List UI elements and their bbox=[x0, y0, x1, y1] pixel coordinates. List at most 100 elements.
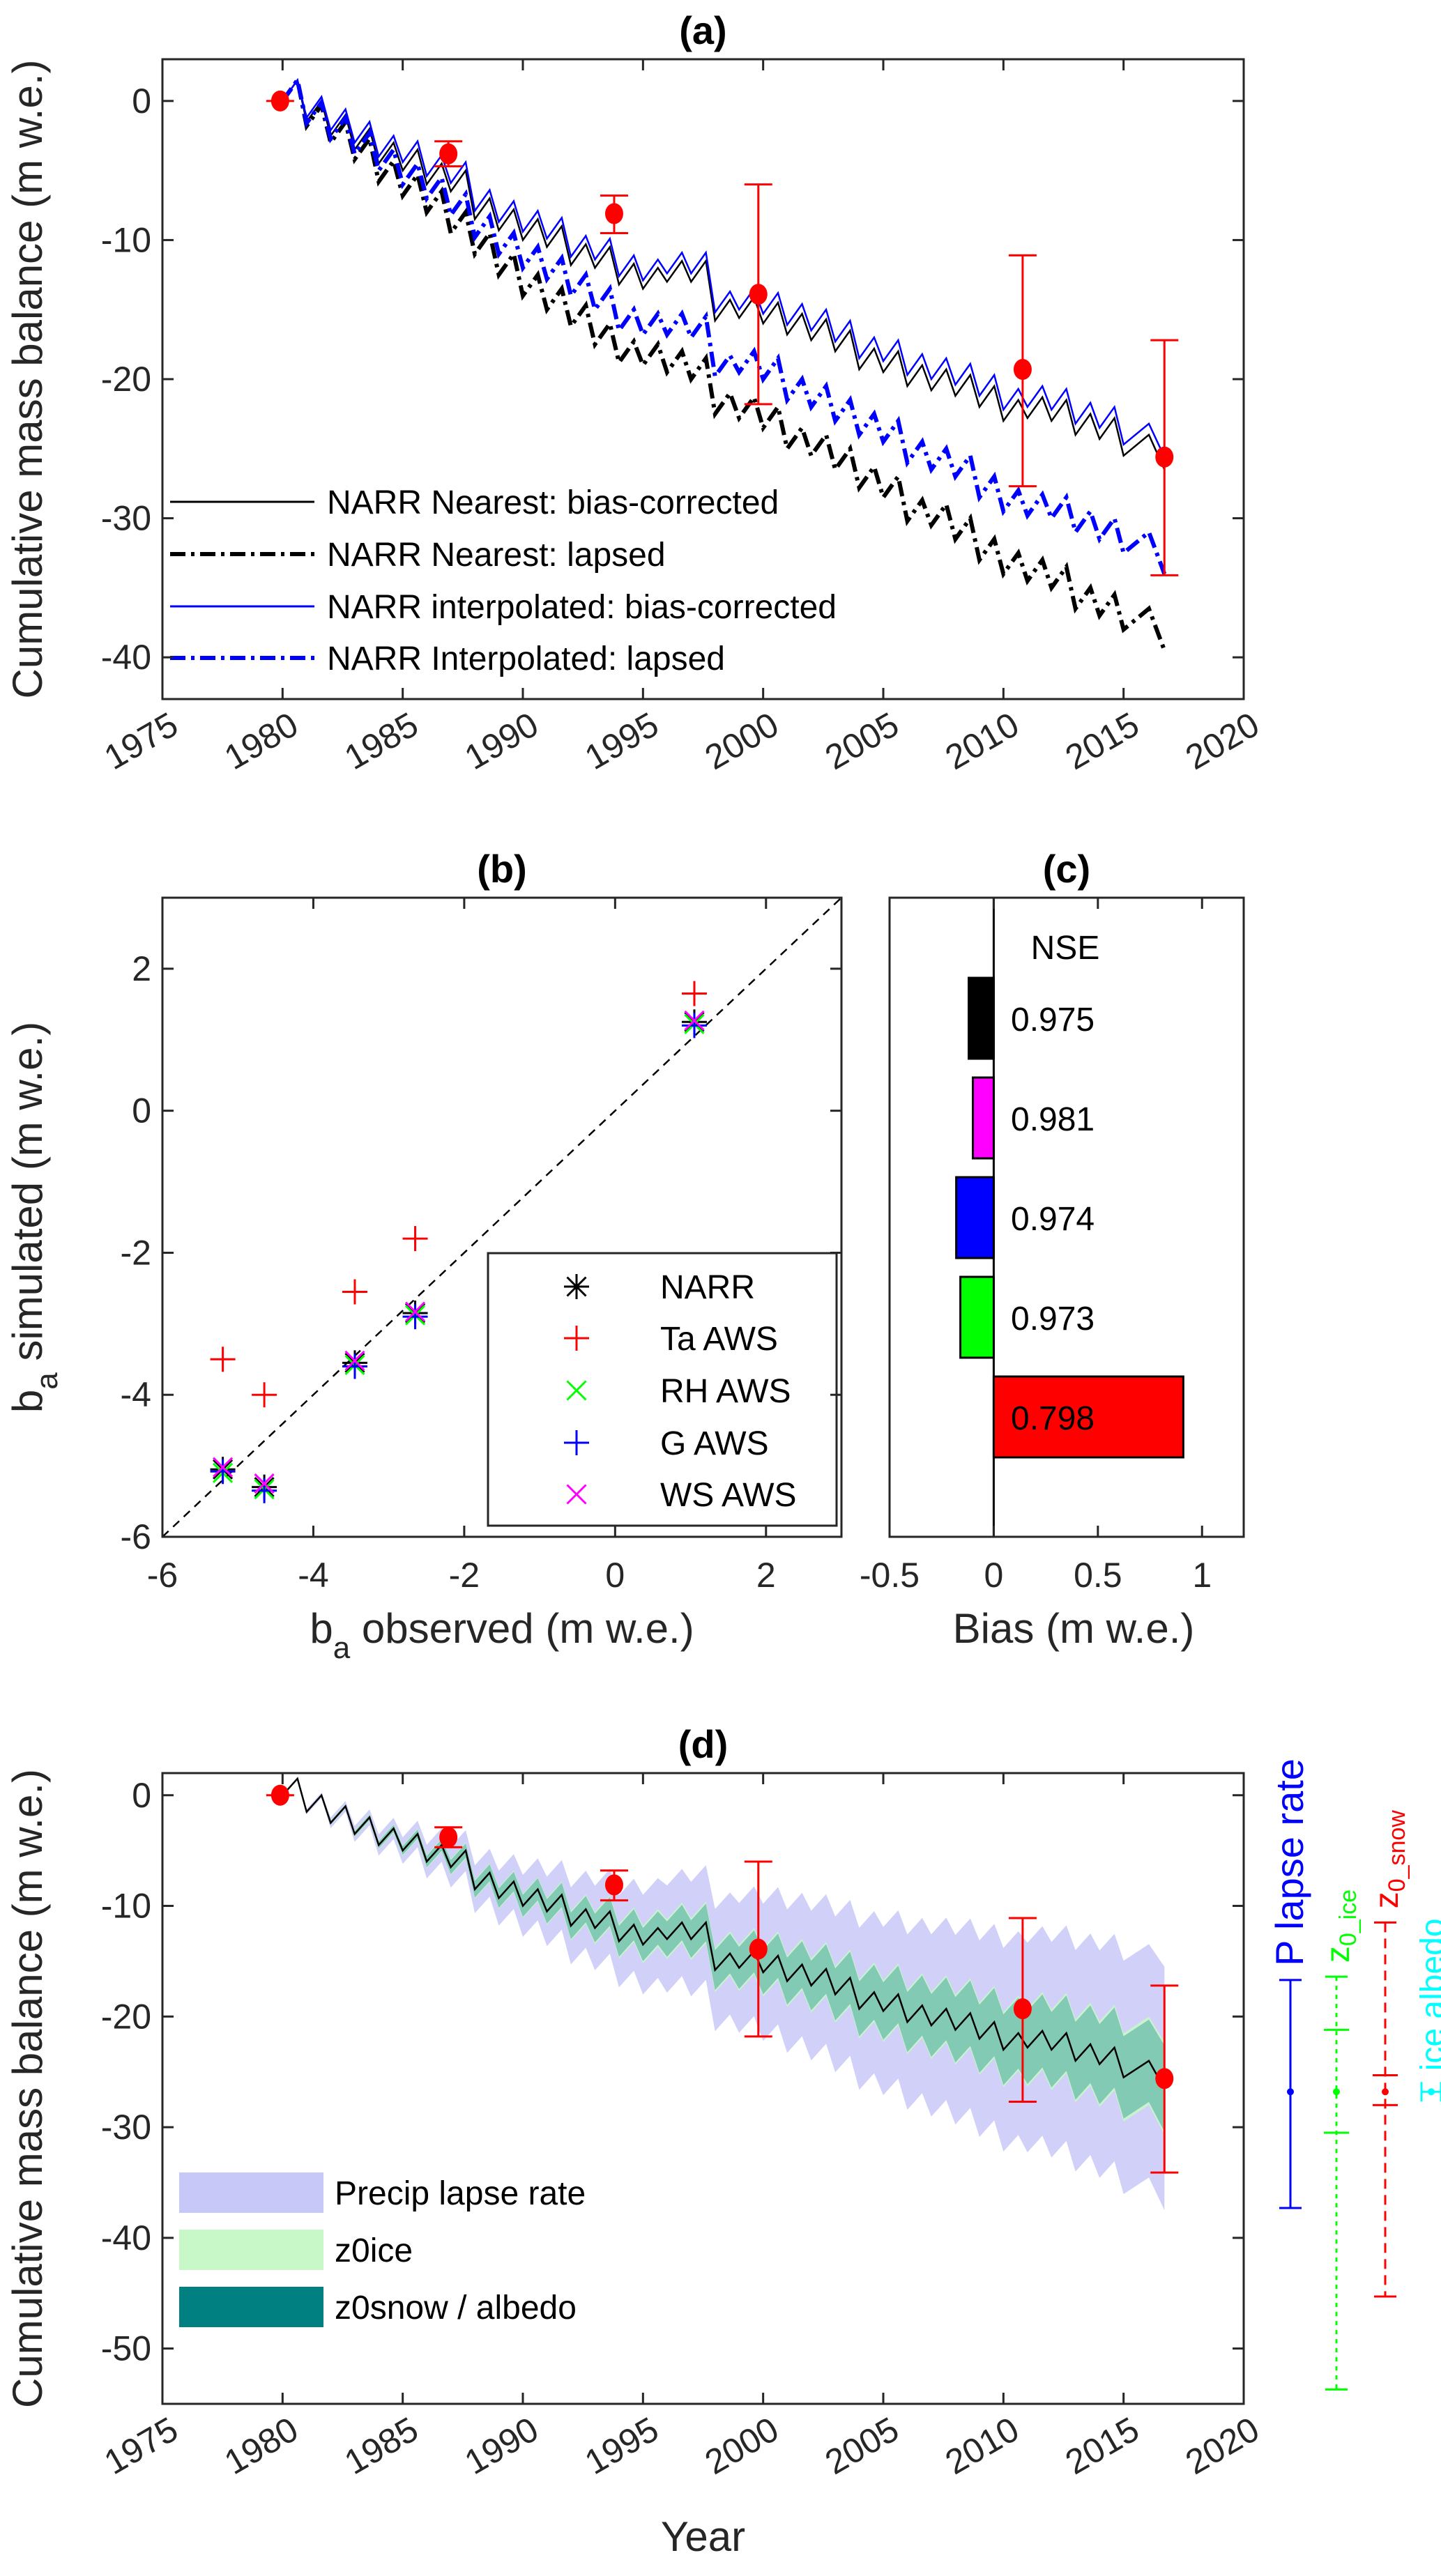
sensitivity-label-main: z bbox=[1320, 1946, 1357, 1963]
scatter-point bbox=[213, 1457, 234, 1478]
x-tick-label: 2015 bbox=[1059, 705, 1145, 777]
series-line bbox=[282, 77, 1166, 470]
x-tick-label: 2 bbox=[756, 1556, 776, 1595]
one-to-one-line bbox=[162, 897, 842, 1538]
observation-point bbox=[604, 203, 623, 224]
x-tick-label: 1980 bbox=[218, 705, 304, 777]
scatter-point bbox=[342, 1279, 367, 1305]
axes-box bbox=[888, 896, 1245, 1538]
legend-label: z0ice bbox=[335, 2232, 413, 2269]
x-tick-label: 0.5 bbox=[1074, 1556, 1122, 1595]
x-tick-label: 2010 bbox=[938, 2409, 1025, 2482]
y-tick-label: 2 bbox=[132, 949, 151, 988]
legend-patch bbox=[179, 2172, 323, 2213]
legend-label: Precip lapse rate bbox=[335, 2175, 586, 2212]
x-axis-label: ba observed (m w.e.) bbox=[310, 1605, 694, 1665]
bias-bar bbox=[955, 1176, 995, 1259]
panel-title: (b) bbox=[477, 847, 527, 891]
x-tick-label: -6 bbox=[147, 1556, 178, 1595]
series-line bbox=[280, 75, 1167, 575]
x-tick-label: 1985 bbox=[338, 705, 425, 777]
x-tick-label: 1985 bbox=[338, 2409, 425, 2482]
x-tick-label: 2015 bbox=[1059, 2409, 1145, 2482]
sensitivity-bar: ice albedo bbox=[1415, 1918, 1441, 2102]
sensitivity-bar: z0_ice bbox=[1320, 1889, 1362, 2391]
y-axis-label-sub: a bbox=[30, 1372, 64, 1390]
sensitivity-label-sub: 0_snow bbox=[1384, 1810, 1410, 1892]
y-axis-label-main: b bbox=[4, 1390, 51, 1413]
axes-box bbox=[161, 896, 843, 1538]
x-tick-label: 2010 bbox=[938, 705, 1025, 777]
sensitivity-center bbox=[1382, 2088, 1389, 2096]
legend-label: NARR Nearest: lapsed bbox=[327, 537, 666, 574]
x-axis-label: Year bbox=[661, 2513, 745, 2560]
x-tick-label: 1975 bbox=[98, 2409, 184, 2482]
x-tick-label: 1995 bbox=[578, 2409, 664, 2482]
sensitivity-label-sub: 0_ice bbox=[1335, 1889, 1362, 1946]
scatter-point bbox=[404, 1301, 426, 1322]
scatter-point bbox=[402, 1304, 428, 1330]
uncertainty-band bbox=[282, 1778, 1165, 2132]
x-axis-label-rest: observed (m w.e.) bbox=[350, 1605, 694, 1652]
panel-c: (c) NSE 0.975 0.981 0.974 0.973 0.798 -0.5 0 0.5 1… bbox=[860, 847, 1245, 1652]
sensitivity-label-main: z bbox=[1368, 1892, 1405, 1908]
marker-stroke bbox=[684, 1010, 705, 1031]
legend-box bbox=[487, 1252, 838, 1527]
scatter-point bbox=[254, 1473, 275, 1494]
series-line bbox=[282, 77, 1166, 458]
legend-patch bbox=[179, 2287, 323, 2327]
y-tick-label: -10 bbox=[101, 220, 151, 259]
x-tick-label: 2000 bbox=[699, 705, 785, 777]
y-tick-label: -30 bbox=[101, 2108, 151, 2147]
observation-point bbox=[1155, 2068, 1174, 2090]
observation-point bbox=[1155, 446, 1174, 468]
legend-marker bbox=[564, 1430, 589, 1455]
y-axis-label-rest: simulated (m w.e.) bbox=[4, 1022, 51, 1372]
sensitivity-label: ice albedo bbox=[1415, 1918, 1441, 2071]
bias-bar bbox=[959, 1275, 995, 1359]
y-tick-label: -30 bbox=[101, 499, 151, 538]
observation-point bbox=[1013, 1998, 1032, 2020]
legend-marker bbox=[564, 1326, 589, 1351]
observation-point bbox=[749, 1938, 768, 1960]
scatter-point bbox=[681, 981, 707, 1006]
x-tick-label: 1980 bbox=[218, 2409, 304, 2482]
scatter-point bbox=[344, 1350, 365, 1371]
observation-point bbox=[439, 1827, 458, 1848]
legend-label: NARR interpolated: bias-corrected bbox=[327, 589, 837, 626]
x-tick-label: 1975 bbox=[98, 705, 184, 777]
y-axis-label: ba simulated (m w.e.) bbox=[4, 1022, 64, 1413]
model-line bbox=[282, 1777, 1166, 2090]
legend-label: WS AWS bbox=[660, 1477, 797, 1514]
scatter-point bbox=[252, 1382, 277, 1408]
bias-bar bbox=[972, 1076, 995, 1160]
y-tick-label: 0 bbox=[132, 1776, 151, 1815]
legend-marker bbox=[566, 1380, 587, 1401]
y-tick-label: -4 bbox=[121, 1375, 151, 1414]
marker-stroke bbox=[344, 1350, 365, 1371]
y-tick-label: -40 bbox=[101, 2218, 151, 2257]
x-tick-label: 0 bbox=[605, 1556, 625, 1595]
observation-point bbox=[604, 1874, 623, 1896]
legend-label: RH AWS bbox=[660, 1373, 791, 1410]
y-tick-label: -10 bbox=[101, 1887, 151, 1926]
series-line bbox=[280, 75, 1167, 652]
x-tick-label: 0 bbox=[984, 1556, 1004, 1595]
panel-b: (b) NARR Ta AWS RH AWS G AWS WS AWS -6 -4 -2 0 2 -6… bbox=[4, 847, 843, 1665]
observation-point bbox=[749, 284, 768, 305]
observation-point bbox=[270, 1784, 289, 1806]
observation-point bbox=[270, 90, 289, 112]
uncertainty-band bbox=[282, 1778, 1165, 2136]
x-tick-label: 2020 bbox=[1179, 705, 1265, 777]
x-tick-label: 1990 bbox=[458, 705, 544, 777]
sensitivity-bar: z0_snow bbox=[1368, 1810, 1410, 2298]
y-tick-label: 0 bbox=[132, 1091, 151, 1130]
marker-stroke bbox=[566, 1484, 587, 1505]
legend-patch bbox=[179, 2230, 323, 2270]
legend-marker bbox=[564, 1274, 589, 1299]
x-tick-label: -2 bbox=[449, 1556, 480, 1595]
sensitivity-bar: P lapse rate bbox=[1267, 1758, 1311, 2209]
x-tick-label: 2000 bbox=[699, 2409, 785, 2482]
y-tick-label: -40 bbox=[101, 638, 151, 677]
marker-stroke bbox=[404, 1301, 426, 1322]
